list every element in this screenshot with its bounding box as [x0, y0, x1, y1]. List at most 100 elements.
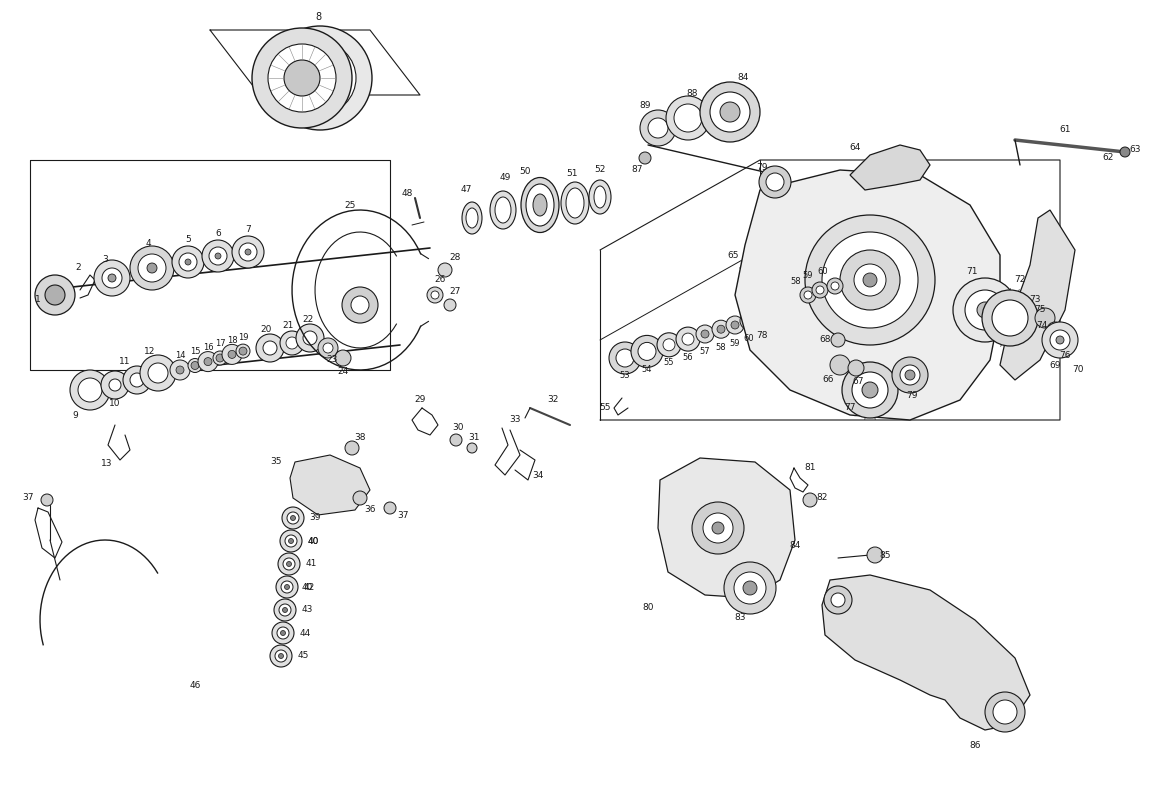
- Text: 9: 9: [72, 411, 78, 419]
- Text: 82: 82: [817, 494, 828, 502]
- Circle shape: [274, 599, 296, 621]
- Circle shape: [631, 336, 664, 367]
- Text: 40: 40: [302, 584, 313, 592]
- Text: 79: 79: [756, 164, 768, 172]
- Ellipse shape: [589, 180, 611, 214]
- Text: 40: 40: [307, 536, 319, 546]
- Circle shape: [831, 282, 839, 290]
- Text: 18: 18: [226, 336, 238, 345]
- Circle shape: [283, 558, 295, 570]
- Circle shape: [805, 215, 935, 345]
- Text: 55: 55: [664, 359, 674, 367]
- Circle shape: [270, 645, 292, 667]
- Text: 87: 87: [631, 165, 643, 175]
- Circle shape: [287, 337, 298, 349]
- Circle shape: [827, 278, 843, 294]
- Text: 47: 47: [461, 186, 472, 194]
- Circle shape: [138, 254, 166, 282]
- Circle shape: [867, 547, 883, 563]
- Circle shape: [252, 28, 351, 128]
- Text: 35: 35: [270, 457, 282, 467]
- Circle shape: [109, 379, 121, 391]
- Text: 30: 30: [452, 423, 464, 432]
- Circle shape: [296, 324, 324, 352]
- Circle shape: [701, 330, 709, 338]
- Circle shape: [345, 441, 358, 455]
- Circle shape: [198, 352, 218, 371]
- Circle shape: [815, 286, 824, 294]
- Circle shape: [745, 317, 753, 325]
- Circle shape: [130, 246, 174, 290]
- Polygon shape: [850, 145, 930, 190]
- Circle shape: [696, 325, 715, 343]
- Circle shape: [322, 343, 333, 353]
- Circle shape: [726, 316, 744, 334]
- Text: 12: 12: [144, 348, 155, 356]
- Circle shape: [209, 247, 227, 265]
- Circle shape: [1050, 330, 1070, 350]
- Circle shape: [1042, 322, 1078, 358]
- Ellipse shape: [490, 191, 516, 229]
- Circle shape: [263, 341, 277, 355]
- Text: 59: 59: [803, 272, 813, 280]
- Text: 39: 39: [310, 514, 321, 522]
- Circle shape: [239, 243, 258, 261]
- Circle shape: [954, 278, 1017, 342]
- Circle shape: [812, 282, 828, 298]
- Text: 85: 85: [879, 551, 891, 559]
- Circle shape: [717, 325, 725, 333]
- Circle shape: [734, 572, 766, 604]
- Text: 56: 56: [683, 352, 694, 362]
- Circle shape: [840, 250, 900, 310]
- Text: 17: 17: [215, 340, 225, 348]
- Circle shape: [657, 333, 681, 357]
- Text: 38: 38: [354, 434, 365, 442]
- Polygon shape: [290, 455, 370, 515]
- Text: 52: 52: [594, 165, 606, 175]
- Circle shape: [278, 653, 283, 659]
- Circle shape: [731, 321, 739, 329]
- Text: 42: 42: [304, 582, 314, 592]
- Circle shape: [720, 102, 740, 122]
- Circle shape: [172, 246, 204, 278]
- Circle shape: [35, 275, 75, 315]
- Circle shape: [41, 494, 53, 506]
- Text: 19: 19: [238, 333, 248, 341]
- Circle shape: [664, 339, 675, 351]
- Circle shape: [342, 287, 378, 323]
- Text: 74: 74: [1036, 321, 1047, 329]
- Text: 32: 32: [548, 396, 559, 404]
- Circle shape: [693, 502, 744, 554]
- Circle shape: [822, 232, 918, 328]
- Circle shape: [616, 349, 635, 367]
- Circle shape: [432, 291, 438, 299]
- Text: 11: 11: [119, 358, 131, 367]
- Circle shape: [682, 333, 694, 345]
- Text: 57: 57: [699, 348, 710, 356]
- Circle shape: [800, 287, 815, 303]
- Text: 20: 20: [260, 325, 271, 334]
- Circle shape: [176, 366, 184, 374]
- Text: 27: 27: [449, 288, 461, 296]
- Text: 6: 6: [215, 230, 220, 239]
- Text: 28: 28: [449, 254, 461, 262]
- Circle shape: [759, 166, 791, 198]
- Circle shape: [712, 320, 730, 338]
- Text: 54: 54: [641, 365, 652, 374]
- Circle shape: [222, 344, 242, 364]
- Circle shape: [184, 259, 191, 265]
- Text: 2: 2: [75, 262, 81, 272]
- Circle shape: [831, 333, 844, 347]
- Circle shape: [699, 82, 760, 142]
- Circle shape: [229, 351, 235, 359]
- Circle shape: [45, 285, 65, 305]
- Circle shape: [900, 365, 920, 385]
- Circle shape: [862, 382, 878, 398]
- Circle shape: [290, 516, 296, 521]
- Circle shape: [854, 264, 886, 296]
- Circle shape: [278, 553, 300, 575]
- Polygon shape: [658, 458, 795, 598]
- Text: 61: 61: [1059, 126, 1071, 134]
- Circle shape: [140, 355, 176, 391]
- Circle shape: [148, 363, 168, 383]
